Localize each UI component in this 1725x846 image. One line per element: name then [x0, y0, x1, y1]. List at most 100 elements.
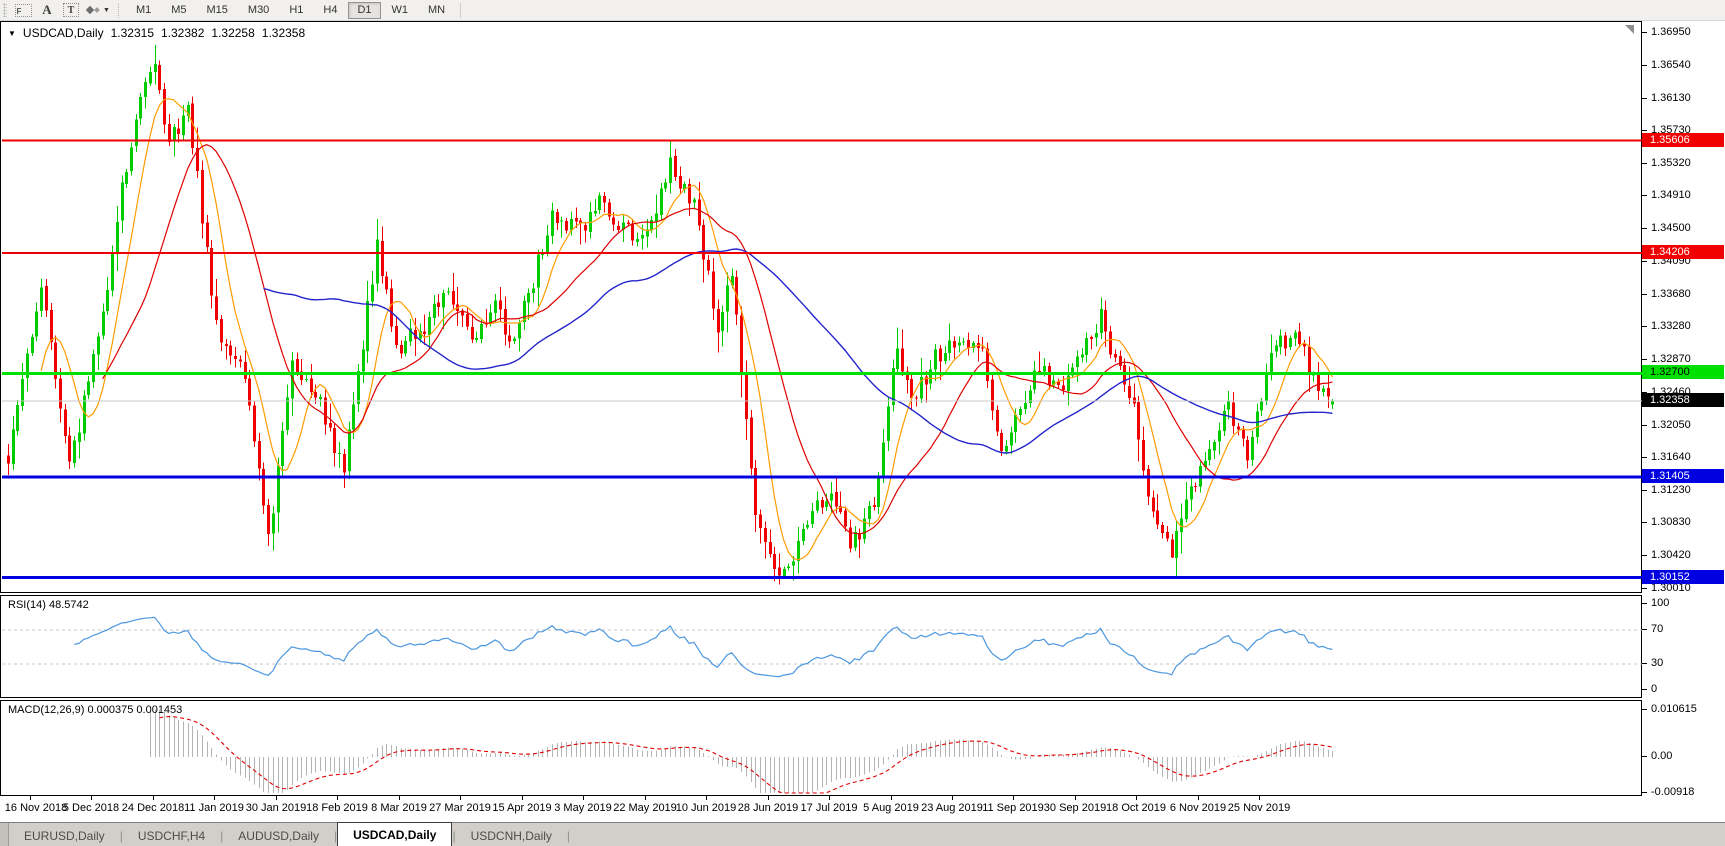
macd-plot[interactable]	[2, 702, 1642, 796]
date-tick-mark	[829, 796, 830, 800]
date-tick-label: 24 Dec 2018	[121, 802, 185, 814]
price-tick-mark	[1642, 588, 1647, 589]
timeframe-button-d1[interactable]: D1	[348, 1, 381, 19]
date-tick-mark	[952, 796, 953, 800]
macd-tick-mark	[1642, 792, 1647, 793]
date-tick-label: 11 Sep 2019	[982, 802, 1044, 814]
rsi-tick-mark	[1642, 689, 1647, 690]
rsi-plot[interactable]	[2, 597, 1642, 698]
timeframe-button-h1[interactable]: H1	[280, 2, 312, 19]
timeframe-button-m1[interactable]: M1	[127, 2, 160, 19]
timeframe-button-m15[interactable]: M15	[198, 2, 237, 19]
rsi-tick-label: 70	[1651, 623, 1664, 635]
chevron-down-icon: ▼	[103, 6, 110, 14]
date-tick-mark	[1198, 796, 1199, 800]
tab-usdcad-daily[interactable]: USDCAD,Daily	[337, 822, 453, 846]
candlestick-plot[interactable]	[2, 23, 1642, 593]
price-tick-mark	[1642, 32, 1647, 33]
tab-usdchf-h4[interactable]: USDCHF,H4	[137, 829, 206, 843]
price-tick-label: 1.31640	[1651, 451, 1691, 463]
date-tick-mark	[583, 796, 584, 800]
date-tick-label: 18 Feb 2019	[306, 802, 368, 814]
date-tick-label: 8 Mar 2019	[371, 802, 427, 814]
toolbar-separator	[460, 2, 462, 18]
macd-histogram	[150, 709, 1333, 793]
timeframe-button-mn[interactable]: MN	[419, 2, 454, 19]
date-tick-label: 23 Aug 2019	[921, 802, 983, 814]
tab-usdcnh-daily[interactable]: USDCNH,Daily	[470, 829, 552, 843]
macd-panel[interactable]: MACD(12,26,9) 0.000375 0.001453	[0, 700, 1642, 796]
rsi-label: RSI(14) 48.5742	[8, 599, 89, 611]
rsi-panel[interactable]: RSI(14) 48.5742	[0, 595, 1642, 698]
price-tick-label: 1.36130	[1651, 92, 1691, 104]
rsi-tick-label: 100	[1651, 597, 1670, 609]
date-tick-label: 25 Nov 2019	[1227, 802, 1291, 814]
tab-eurusd-daily[interactable]: EURUSD,Daily	[24, 829, 105, 843]
time-axis[interactable]: 16 Nov 2018 5 Dec 2018 24 Dec 2018 11 Jan 2…	[0, 796, 1642, 822]
chart-symbol-label: USDCAD,Daily	[22, 26, 104, 40]
text-tool-button[interactable]: T	[59, 1, 83, 19]
chart-title: ▼ USDCAD,Daily 1.32315 1.32382 1.32258 1…	[8, 26, 305, 40]
price-line-flag: 1.35606	[1642, 133, 1724, 147]
date-tick-label: 6 Nov 2019	[1169, 802, 1227, 814]
price-tick-mark	[1642, 425, 1647, 426]
timeframe-button-m30[interactable]: M30	[239, 2, 278, 19]
date-tick-label: 11 Jan 2019	[184, 802, 244, 814]
ma-mid-line	[102, 144, 1333, 535]
tab-audusd-daily[interactable]: AUDUSD,Daily	[238, 829, 319, 843]
price-line-flag: 1.32700	[1642, 365, 1724, 379]
rsi-tick-label: 30	[1651, 657, 1664, 669]
price-tick-label: 1.33680	[1651, 288, 1691, 300]
date-tick-label: 10 Jun 2019	[675, 802, 737, 814]
date-tick-label: 5 Aug 2019	[863, 802, 919, 814]
macd-tick-label: 0.010615	[1651, 703, 1697, 715]
candles-layer	[7, 45, 1334, 585]
price-tick-label: 1.36950	[1651, 26, 1691, 38]
toolbar-separator	[117, 2, 121, 18]
objects-tool-button[interactable]: ▼	[83, 1, 113, 19]
diamond-small-icon	[94, 7, 100, 13]
ma-slow-line	[263, 248, 1333, 454]
tab-separator: |	[566, 828, 571, 843]
toolbar-grip[interactable]	[3, 3, 7, 17]
macd-label: MACD(12,26,9) 0.000375 0.001453	[8, 704, 183, 716]
timeframe-button-w1[interactable]: W1	[383, 2, 418, 19]
price-axis[interactable]: 1.36950 1.36540 1.36130 1.35730 1.35320 1.349…	[1642, 21, 1725, 822]
price-tick-mark	[1642, 490, 1647, 491]
date-tick-label: 5 Dec 2018	[62, 802, 120, 814]
rsi-tick-mark	[1642, 663, 1647, 664]
price-tick-mark	[1642, 163, 1647, 164]
macd-signal-line	[159, 715, 1333, 794]
price-tick-label: 1.34910	[1651, 189, 1691, 201]
price-tick-label: 1.30830	[1651, 516, 1691, 528]
ma-fast-line	[40, 98, 1333, 561]
date-tick-label: 22 May 2019	[613, 802, 677, 814]
autoscroll-corner-icon[interactable]	[1625, 25, 1634, 34]
price-chart-panel[interactable]: ▼ USDCAD,Daily 1.32315 1.32382 1.32258 1…	[0, 21, 1642, 593]
price-line-flag: 1.34206	[1642, 245, 1724, 259]
timeframe-button-m5[interactable]: M5	[162, 2, 195, 19]
tab-bar-grip[interactable]	[0, 823, 9, 846]
rsi-line	[74, 616, 1333, 678]
date-tick-label: 15 Apr 2019	[492, 802, 552, 814]
date-tick-label: 27 Mar 2019	[429, 802, 491, 814]
font-tool-button[interactable]: A	[35, 1, 59, 19]
price-tick-label: 1.32050	[1651, 419, 1691, 431]
date-tick-label: 28 Jun 2019	[737, 802, 799, 814]
price-tick-label: 1.33280	[1651, 320, 1691, 332]
date-tick-mark	[891, 796, 892, 800]
rsi-tick-mark	[1642, 603, 1647, 604]
price-tick-label: 1.36540	[1651, 59, 1691, 71]
macd-tick-label: -0.00918	[1651, 786, 1695, 798]
price-tick-label: 1.32870	[1651, 353, 1691, 365]
chart-f-tool-button[interactable]: F	[11, 1, 35, 19]
text-t-icon: T	[63, 3, 79, 17]
date-tick-mark	[399, 796, 400, 800]
timeframe-group: M1 M5 M15 M30 H1 H4 D1 W1 MN	[126, 1, 455, 19]
date-tick-label: 30 Sep 2019	[1043, 802, 1107, 814]
ohlc-close: 1.32358	[261, 26, 306, 40]
price-tick-label: 1.34500	[1651, 222, 1691, 234]
ohlc-open: 1.32315	[110, 26, 154, 40]
timeframe-button-h4[interactable]: H4	[314, 2, 346, 19]
collapse-triangle-icon[interactable]: ▼	[8, 28, 16, 38]
